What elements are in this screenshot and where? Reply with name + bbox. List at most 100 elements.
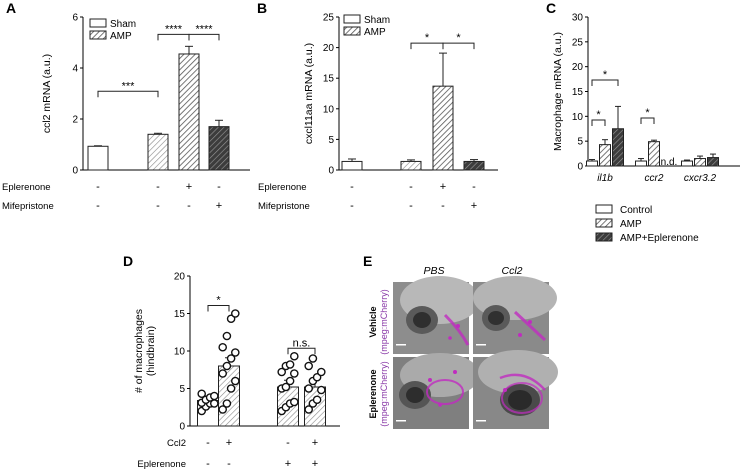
chart-a-legend-label: AMP (110, 31, 132, 42)
chart-d-ylabel: # of macrophages (hindbrain) (133, 309, 157, 393)
chart-c-ytick-label: 0 (577, 162, 583, 173)
chart-b-ytick-label: 25 (323, 13, 335, 24)
chart-c-sig-label: * (596, 109, 601, 121)
chart-a-sig-label: *** (122, 80, 136, 92)
chart-d-sig-label: * (216, 295, 221, 307)
chart-c-legend-swatch (595, 218, 613, 228)
chart-d-data-point (209, 391, 219, 401)
chart-d-data-point (218, 405, 227, 414)
panel-label-d: D (123, 253, 133, 269)
chart-d-data-point (281, 382, 291, 392)
chart-a-row-sign: - (217, 181, 221, 193)
chart-b-row-sign: + (440, 181, 446, 193)
chart-c-ylabel: Macrophage mRNA (a.u.) (552, 32, 564, 151)
chart-a-ylabel-line: ccl2 mRNA (a.u.) (41, 54, 53, 133)
chart-c-ytick-label: 5 (577, 137, 583, 148)
chart-d-data-point (304, 384, 314, 393)
chart-d-row-label: Eplerenone (137, 459, 186, 470)
chart-b-legend-label: AMP (364, 27, 386, 38)
chart-d-sig-label: n.s. (293, 337, 311, 349)
chart-c-bar (612, 128, 624, 167)
chart-b-bar (432, 85, 454, 171)
chart-b-ylabel: cxcl11aa mRNA (a.u.) (303, 43, 315, 144)
chart-a-sig-label: **** (165, 23, 183, 35)
chart-d-row-sign: + (285, 458, 291, 470)
chart-b-bar (463, 160, 485, 171)
chart-a-legend-label: Sham (110, 19, 136, 30)
chart-c-bar (694, 158, 706, 167)
chart-a-row-sign: - (187, 200, 191, 212)
chart-d-data-point (218, 342, 227, 352)
chart-c-sig-label: * (645, 107, 650, 119)
chart-a-bar (178, 53, 200, 171)
chart-c-legend-swatch (595, 232, 613, 242)
chart-c-bar (635, 160, 647, 167)
chart-b-ylabel-line: cxcl11aa mRNA (a.u.) (303, 43, 315, 144)
chart-d-row-sign: + (312, 458, 318, 470)
panel-label-a: A (6, 0, 16, 16)
chart-d-data-point (222, 331, 232, 341)
chart-d-row-sign: - (286, 437, 290, 449)
chart-c-bar (648, 141, 660, 167)
chart-d-data-point (222, 361, 232, 371)
chart-d-data-point (230, 376, 240, 386)
chart-d-data-point (289, 351, 299, 361)
chart-d-data-point (230, 348, 240, 357)
panel-label-b: B (257, 0, 267, 16)
chart-d-data-point (226, 354, 236, 363)
chart-a-row-label: Mifepristone (2, 201, 54, 212)
chart-d-ytick-label: 20 (174, 272, 186, 283)
chart-a-row-sign: - (96, 200, 100, 212)
chart-a-ytick-label: 0 (72, 166, 78, 177)
chart-d-ylabel-line: # of macrophages (133, 309, 145, 393)
chart-b-legend-swatch (343, 26, 361, 36)
chart-c-ytick-label: 30 (572, 13, 584, 24)
chart-a-row-label: Eplerenone (2, 182, 51, 193)
chart-b-row-sign: - (409, 181, 413, 193)
chart-b-row-sign: - (441, 200, 445, 212)
image-eplerenone-ccl2 (473, 350, 558, 429)
chart-a-sig-bracket (188, 33, 220, 41)
chart-d-ytick-label: 15 (174, 309, 186, 320)
chart-c-sig-label: * (603, 69, 608, 81)
chart-c-legend-label: AMP (620, 219, 642, 230)
chart-a-legend-swatch (89, 30, 107, 40)
row-sub-vehicle: (mpeg:mCherry) (379, 289, 389, 355)
chart-b-sig-label: * (425, 32, 430, 44)
chart-c: 0 5 10 15 20 25 30 Macrophage mRNA (a.u.) il1b n.… (552, 13, 740, 244)
chart-a-row-sign: - (156, 200, 160, 212)
chart-d-data-point (316, 367, 326, 377)
chart-c-ytick-label: 15 (572, 87, 584, 98)
chart-a-row-sign: + (216, 200, 222, 212)
chart-b-legend-swatch (343, 14, 361, 24)
chart-c-legend-swatch (595, 204, 613, 214)
chart-a-ytick-label: 2 (72, 115, 78, 126)
chart-d-data-point (197, 389, 206, 399)
chart-b-row-sign: - (350, 200, 354, 212)
chart-b-ytick-label: 15 (323, 74, 335, 85)
chart-c-ytick-label: 20 (572, 62, 584, 73)
chart-d-data-point (230, 309, 240, 318)
row-label-eplerenone: Eplerenone (mpeg:mCherry) (368, 361, 389, 427)
chart-a-bar (208, 126, 230, 171)
chart-a-bar (87, 145, 109, 171)
chart-a-bar (147, 133, 169, 171)
chart-c-ylabel-line: Macrophage mRNA (a.u.) (552, 32, 564, 151)
row-title-vehicle: Vehicle (368, 306, 378, 337)
chart-c-ytick-label: 25 (572, 37, 584, 48)
chart-d-data-point (226, 384, 236, 393)
chart-d-data-point (289, 369, 299, 378)
chart-d-sig-bracket (207, 305, 230, 312)
chart-d-row-sign: - (227, 458, 231, 470)
chart-d-data-point (222, 399, 232, 408)
chart-a-ytick-label: 4 (72, 64, 78, 75)
row-label-vehicle: Vehicle (mpeg:mCherry) (368, 289, 389, 355)
chart-c-nd-label: n.d. (661, 157, 678, 168)
chart-b-sig-bracket (442, 42, 475, 50)
chart-d-row-sign: + (226, 437, 232, 449)
chart-c-category-label: il1b (597, 173, 613, 184)
chart-b-sig-label: * (456, 32, 461, 44)
chart-d-data-point (277, 367, 287, 377)
